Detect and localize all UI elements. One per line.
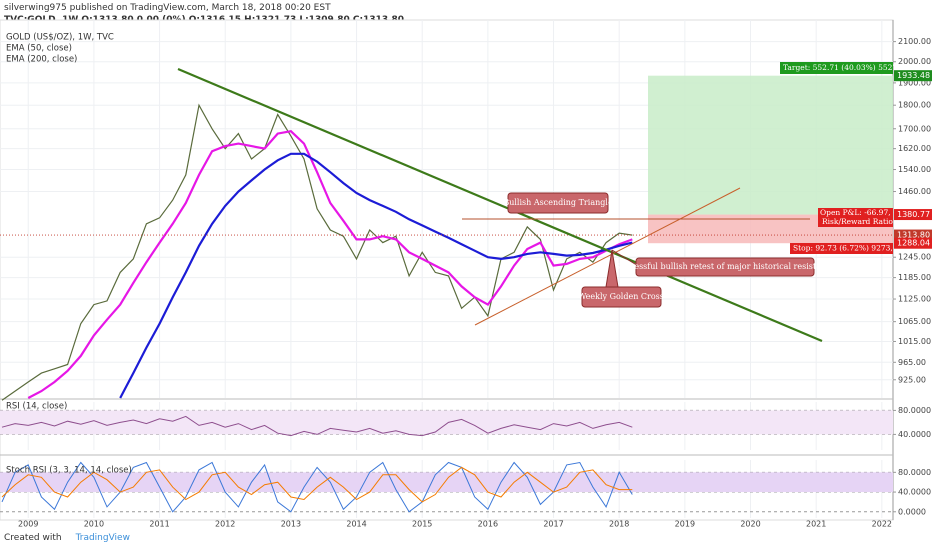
price-label-box <box>894 229 932 241</box>
price-label-box <box>894 237 932 249</box>
price-label: 1313.80 <box>897 231 930 240</box>
x-tick-label: 2011 <box>149 520 169 529</box>
series-line <box>1 103 633 401</box>
x-tick-label: 2022 <box>872 520 892 529</box>
publish-line: silverwing975 published on TradingView.c… <box>4 3 331 13</box>
x-tick-label: 2016 <box>478 520 498 529</box>
target-zone <box>648 75 893 215</box>
x-tick-label: 2012 <box>215 520 235 529</box>
y-tick-label: 40.0000 <box>898 488 931 497</box>
y-tick-label: 925.00 <box>898 375 926 384</box>
callout-box <box>635 257 815 277</box>
x-tick-label: 2021 <box>806 520 826 529</box>
y-tick-label: 1125.00 <box>898 295 931 304</box>
x-tick-label: 2015 <box>412 520 432 529</box>
y-tick-label: 2100.00 <box>898 37 931 46</box>
y-tick-label: 80.0000 <box>898 406 931 415</box>
callout-text: Bullish Ascending Triangle <box>503 198 613 207</box>
y-tick-label: 1700.00 <box>898 124 931 133</box>
x-tick-label: 2009 <box>18 520 38 529</box>
legend-title: GOLD (US$/OZ), 1W, TVC <box>6 33 114 43</box>
x-tick-label: 2017 <box>543 520 563 529</box>
indicator-band <box>0 410 893 435</box>
y-tick-label: 1185.00 <box>898 273 931 282</box>
callout-retest: Successful bullish retest of major histo… <box>611 249 836 277</box>
y-tick-label: 1245.00 <box>898 253 931 262</box>
price-label-box <box>894 209 932 221</box>
y-tick-label: 1800.00 <box>898 101 931 110</box>
x-tick-label: 2014 <box>346 520 366 529</box>
y-tick-label: 0.0000 <box>898 507 926 516</box>
pane-title: Stoch RSI (3, 3, 14, 14, close) <box>6 466 132 476</box>
pnl-label-box <box>818 208 893 227</box>
axes: 2009 2010 2011 2012 2013 2014 2015 2016 2017 2018… <box>18 37 932 529</box>
x-tick-label: 2020 <box>740 520 760 529</box>
y-tick-label: 1540.00 <box>898 165 931 174</box>
y-tick-label: 1900.00 <box>898 78 931 87</box>
callout-pointer <box>611 249 641 268</box>
price-label: 1288.04 <box>897 239 930 248</box>
legend-entry: EMA (50, close) <box>6 44 72 54</box>
y-tick-label: 80.0000 <box>898 468 931 477</box>
position-labels: Target: 552.71 (40.03%) 55271, Am Open P… <box>780 62 919 254</box>
target-label: Target: 552.71 (40.03%) 55271, Am <box>783 63 919 72</box>
x-tick-label: 2018 <box>609 520 629 529</box>
price-label: 1380.77 <box>897 210 930 219</box>
y-tick-label: 1065.00 <box>898 317 931 326</box>
y-tick-label: 1015.00 <box>898 337 931 346</box>
stop-label-box <box>790 243 893 254</box>
y-tick-label: 2000.00 <box>898 57 931 66</box>
footer: Created with TradingView <box>4 533 130 543</box>
price-label-box <box>894 70 932 82</box>
series-line <box>1 466 633 503</box>
x-tick-label: 2010 <box>84 520 104 529</box>
callout-text: Successful bullish retest of major histo… <box>615 262 836 271</box>
rr-label: Risk/Reward Ratio: 5.9 <box>822 217 910 226</box>
series-line <box>1 461 633 513</box>
price-label: 1933.48 <box>897 71 930 80</box>
legend: GOLD (US$/OZ), 1W, TVC EMA (50, close) E… <box>6 33 132 476</box>
callout-box <box>507 192 609 214</box>
y-tick-label: 965.00 <box>898 358 926 367</box>
pnl-label: Open P&L: -66.97, Qty <box>820 208 907 217</box>
legend-entry: EMA (200, close) <box>6 55 77 65</box>
series-line <box>27 130 633 399</box>
y-tick-label: 1620.00 <box>898 144 931 153</box>
callout-golden: Weekly Golden Cross <box>578 249 664 308</box>
stop-label: Stop: 92.73 (6.72%) 9273, Amo <box>793 244 913 253</box>
pane-title: RSI (14, close) <box>6 402 67 412</box>
brand: TradingView <box>75 533 130 543</box>
series-line <box>119 152 633 399</box>
callout-box <box>581 286 662 308</box>
target-label-box <box>780 62 893 74</box>
x-tick-label: 2019 <box>675 520 695 529</box>
callout-triangle: Bullish Ascending Triangle <box>503 192 613 214</box>
series-lines <box>0 103 893 513</box>
support-line <box>474 187 741 326</box>
series-line <box>1 415 633 437</box>
downtrend-line <box>177 67 823 343</box>
x-tick-label: 2013 <box>281 520 301 529</box>
y-tick-label: 40.0000 <box>898 430 931 439</box>
created-with: Created with <box>4 533 62 543</box>
callout-text: Weekly Golden Cross <box>578 292 664 301</box>
indicator-band <box>0 472 893 493</box>
y-tick-label: 1460.00 <box>898 187 931 196</box>
